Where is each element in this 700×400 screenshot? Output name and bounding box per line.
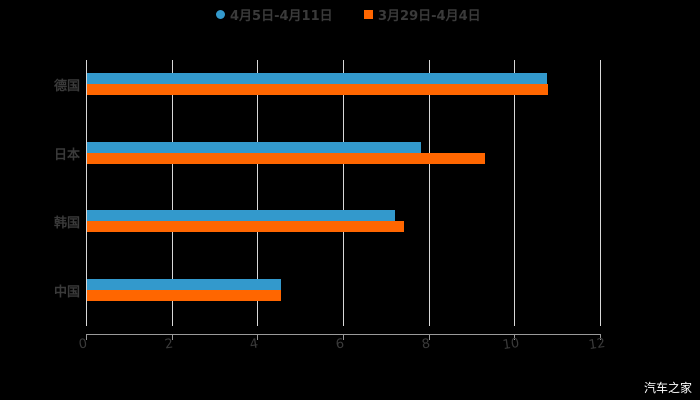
y-axis-line [86,60,87,326]
bar[interactable] [87,73,547,84]
legend-item-series-2[interactable]: 3月29日-4月4日 [364,4,481,24]
x-tick [343,334,344,340]
category-label: 日本 [53,148,80,163]
gridline [172,60,173,326]
x-tick-label: 4 [248,336,260,353]
chart-legend: 4月5日-4月11日 3月29日-4月4日 [0,4,700,24]
bar[interactable] [87,142,421,153]
legend-item-series-1[interactable]: 4月5日-4月11日 [216,4,333,24]
gridline [257,60,258,326]
x-tick-label: 2 [163,336,175,353]
x-tick-label: 12 [587,335,607,354]
gridline [429,60,430,326]
x-tick-label: 8 [420,336,432,353]
gridline [343,60,344,326]
legend-label: 4月5日-4月11日 [230,8,333,24]
gridline [600,60,601,326]
bar[interactable] [87,84,548,95]
bar[interactable] [87,153,485,164]
legend-label: 3月29日-4月4日 [378,8,481,24]
category-label: 中国 [53,285,80,300]
gridline [514,60,515,326]
watermark: 汽车之家 [643,381,692,395]
x-tick [514,334,515,340]
legend-circle-icon [216,9,225,19]
bar[interactable] [87,221,404,232]
bar[interactable] [87,290,281,301]
category-label: 韩国 [53,216,80,231]
x-tick [257,334,258,340]
legend-square-icon [364,9,373,19]
bar[interactable] [87,279,281,290]
bar[interactable] [87,210,395,221]
x-tick-label: 10 [501,335,521,354]
x-tick [172,334,173,340]
x-tick [429,334,430,340]
x-tick-label: 0 [77,336,89,353]
category-label: 德国 [53,79,80,94]
x-tick [86,334,87,340]
x-tick [600,334,601,340]
x-tick-label: 6 [334,336,346,353]
